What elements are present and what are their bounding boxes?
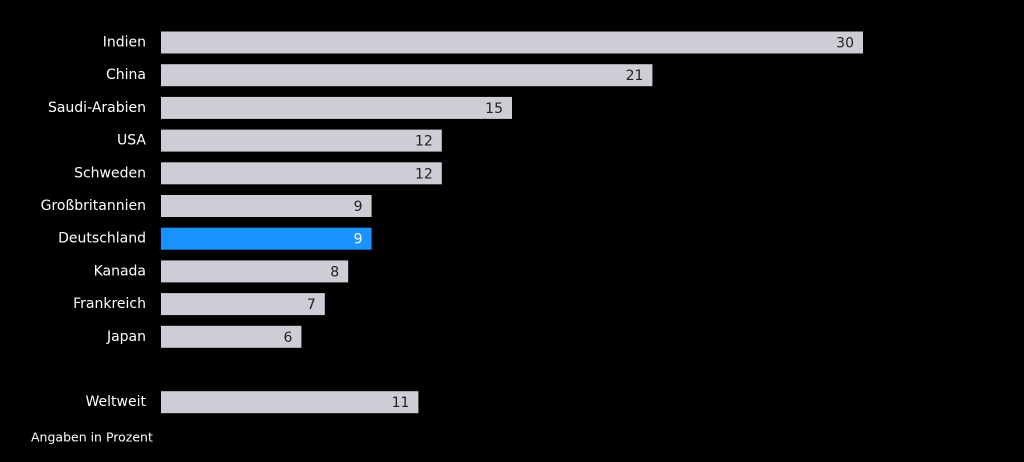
category-label: Saudi-Arabien: [48, 100, 146, 116]
bar: [161, 227, 372, 250]
note: Angaben in Prozent: [31, 430, 153, 445]
bar: [161, 260, 349, 283]
bar: [161, 129, 442, 152]
bar: [161, 293, 325, 316]
bar: [161, 64, 653, 87]
value-label: 8: [330, 264, 339, 280]
category-label: Schweden: [74, 165, 146, 181]
value-label: 30: [836, 36, 854, 52]
category-label: Weltweit: [86, 394, 147, 410]
category-label: China: [106, 67, 146, 83]
bar: [161, 31, 863, 54]
category-label: Kanada: [94, 263, 146, 279]
category-label: Indien: [103, 35, 146, 51]
category-label: Japan: [106, 329, 146, 345]
value-label: 12: [415, 134, 433, 150]
category-label: Deutschland: [58, 231, 146, 247]
value-label: 9: [354, 232, 363, 248]
category-label: USA: [117, 133, 146, 149]
value-label: 6: [283, 330, 292, 346]
value-label: 12: [415, 166, 433, 182]
category-label: Großbritannien: [41, 198, 146, 214]
value-label: 15: [485, 101, 503, 117]
category-label: Frankreich: [73, 296, 146, 312]
value-label: 7: [307, 297, 316, 313]
bar: [161, 96, 512, 119]
bar: [161, 325, 302, 348]
bar: [161, 391, 419, 414]
value-label: 21: [626, 68, 644, 84]
value-label: 11: [392, 395, 410, 411]
value-label: 9: [354, 199, 363, 215]
bar: [161, 162, 442, 185]
bar: [161, 195, 372, 217]
